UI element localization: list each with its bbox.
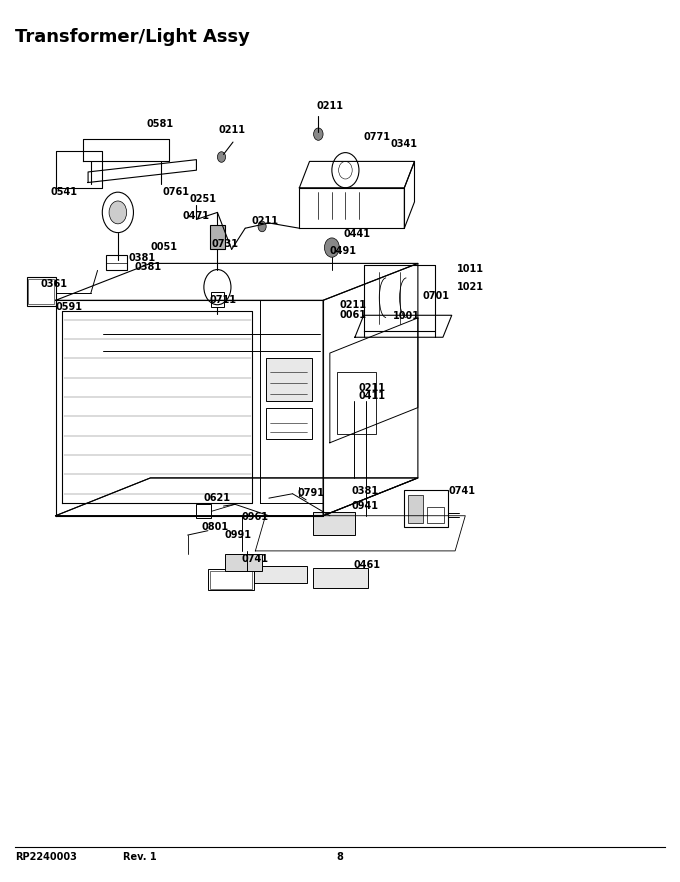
Bar [337,372,376,434]
Bar [27,278,56,305]
Circle shape [324,238,339,258]
Bar [405,490,448,527]
Text: 0211: 0211 [252,215,279,226]
Bar [313,512,355,535]
Text: 0801: 0801 [201,521,228,532]
Bar [408,495,423,523]
Bar [313,569,369,587]
Text: 0211: 0211 [316,101,343,111]
Bar [210,572,252,588]
Bar [106,255,126,271]
Bar [208,570,254,590]
Text: 0991: 0991 [225,530,252,541]
Text: 0441: 0441 [343,228,371,239]
Text: 0381: 0381 [352,486,379,497]
Text: 0211: 0211 [359,383,386,392]
Text: 0771: 0771 [364,132,391,142]
Text: 0211: 0211 [218,125,245,135]
Text: Rev. 1: Rev. 1 [123,852,157,862]
Circle shape [109,201,126,224]
Text: 0581: 0581 [147,119,174,129]
Text: 0761: 0761 [163,188,190,198]
Text: 0731: 0731 [211,239,238,250]
Text: 0741: 0741 [242,554,269,564]
Text: 0251: 0251 [190,195,217,205]
Text: 0361: 0361 [41,279,68,289]
Text: 0791: 0791 [297,488,324,498]
Bar [29,280,54,303]
Text: 0381: 0381 [134,262,161,273]
Text: 0211: 0211 [340,300,367,310]
Text: 0491: 0491 [330,246,357,257]
Text: 0471: 0471 [183,211,210,221]
Circle shape [218,152,226,162]
Text: 0051: 0051 [150,242,177,252]
Text: RP2240003: RP2240003 [15,852,77,862]
Text: 1001: 1001 [393,310,420,320]
Bar [265,407,311,439]
Bar [211,292,224,307]
Text: 0341: 0341 [391,139,418,149]
Text: 0381: 0381 [129,253,156,264]
Bar [426,507,444,523]
Text: 0741: 0741 [448,486,475,497]
Text: 0411: 0411 [359,392,386,401]
Text: 1021: 1021 [456,281,483,292]
Text: 0061: 0061 [340,310,367,319]
Text: 1011: 1011 [456,264,483,274]
Text: 0621: 0621 [203,492,231,503]
Text: 0701: 0701 [423,291,449,302]
Text: 0941: 0941 [352,501,379,512]
Text: 0541: 0541 [50,187,77,197]
Bar [265,358,311,400]
Text: 0591: 0591 [56,302,82,311]
Text: Transformer/Light Assy: Transformer/Light Assy [15,27,250,46]
Bar [225,554,262,572]
Bar [197,505,211,519]
Bar [210,225,225,250]
Text: 8: 8 [337,852,343,862]
Circle shape [313,128,323,140]
Text: 0461: 0461 [354,560,381,571]
Text: 0711: 0711 [210,295,237,304]
Circle shape [258,221,266,232]
Bar [254,566,307,583]
Text: 0961: 0961 [242,512,269,522]
